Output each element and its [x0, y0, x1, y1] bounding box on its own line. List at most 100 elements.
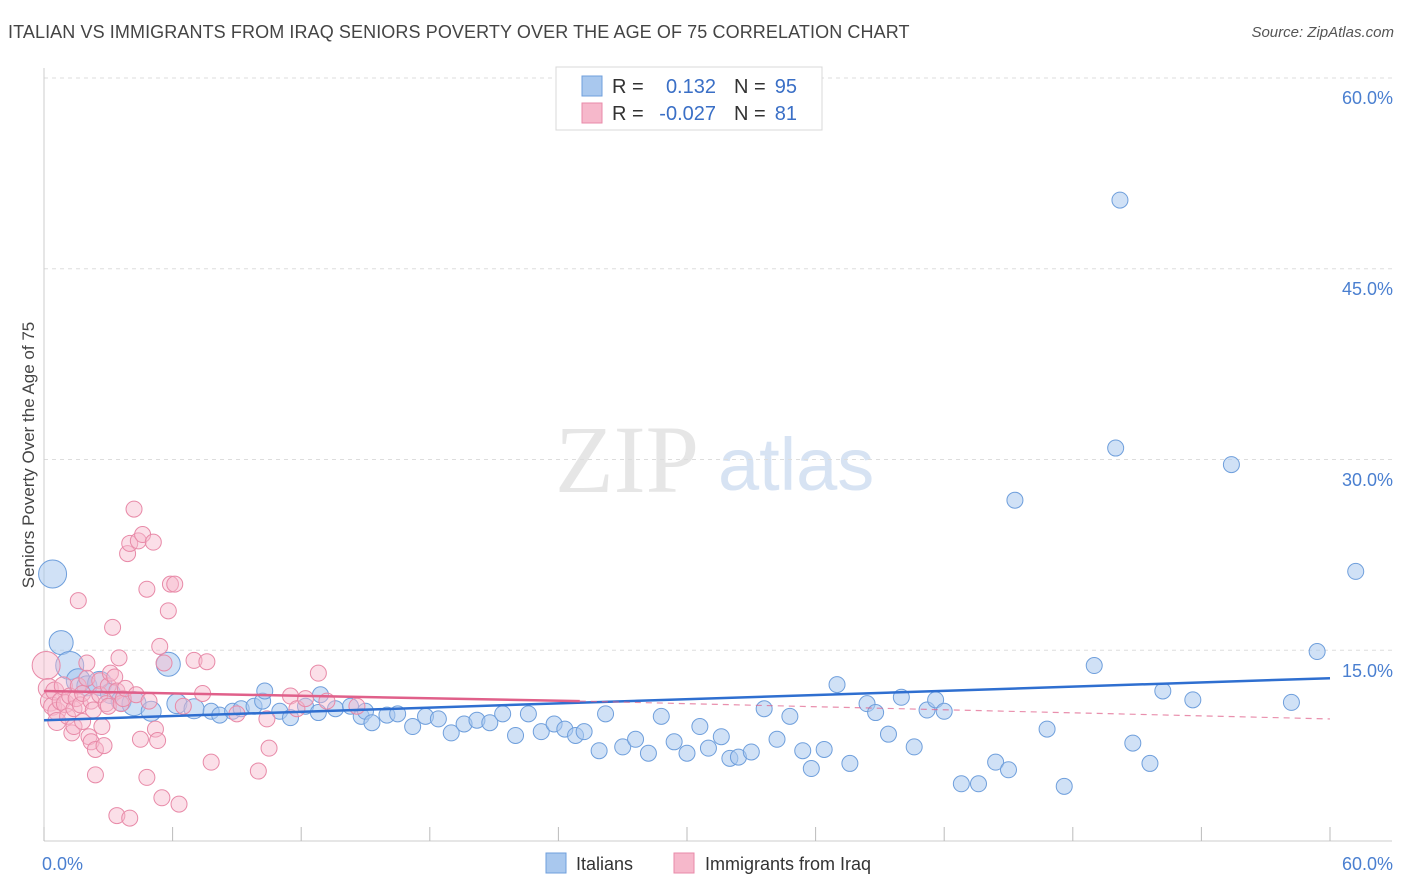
iraq-point — [309, 664, 327, 682]
x-tick-label-min: 0.0% — [42, 854, 83, 874]
iraq-point — [97, 695, 115, 713]
iraq-point — [99, 697, 117, 715]
iraq-point — [155, 654, 173, 672]
italians-point — [1124, 734, 1142, 752]
italians-point — [1111, 191, 1129, 209]
iraq-point — [99, 677, 117, 695]
iraq-trend-extension — [579, 700, 1331, 720]
iraq-point — [108, 807, 126, 825]
grid-lines — [44, 77, 1392, 651]
iraq-point — [153, 789, 171, 807]
iraq-point — [86, 766, 104, 784]
iraq-point — [131, 730, 149, 748]
legend-n-label-iraq: N = — [734, 103, 766, 125]
iraq-point — [86, 740, 104, 758]
bottom-legend-label-iraq: Immigrants from Iraq — [705, 854, 871, 874]
italians-point — [905, 738, 923, 756]
iraq-point — [144, 533, 162, 551]
iraq-point — [198, 653, 216, 671]
iraq-point — [119, 545, 137, 563]
italians-point — [507, 726, 525, 744]
bottom-legend-swatch-italians — [545, 852, 567, 874]
y-tick-label-45: 45.0% — [1342, 279, 1393, 299]
iraq-point — [161, 575, 179, 593]
iraq-trend-line — [43, 689, 580, 703]
bottom-legend-swatch-iraq — [673, 852, 695, 874]
iraq-point — [106, 668, 124, 686]
axes — [43, 68, 1392, 842]
iraq-point — [258, 710, 276, 728]
iraq-point — [110, 649, 128, 667]
iraq-point — [249, 762, 267, 780]
iraq-point — [31, 651, 61, 681]
iraq-point — [114, 690, 132, 708]
italians-point — [363, 714, 381, 732]
italians-point — [627, 730, 645, 748]
legend-n-value-italians: 95 — [775, 76, 797, 98]
legend-r-value-iraq: -0.027 — [659, 103, 716, 125]
italians-point — [712, 728, 730, 746]
legend-r-label-iraq: R = — [612, 103, 644, 125]
iraq-point — [149, 732, 167, 750]
italians-point — [1347, 562, 1365, 580]
iraq-point — [151, 637, 169, 655]
italians-point — [481, 714, 499, 732]
italians-point — [935, 702, 953, 720]
italians-point — [768, 730, 786, 748]
italians-point — [404, 718, 422, 736]
italians-point — [256, 682, 274, 700]
legend-r-label-italians: R = — [612, 76, 644, 98]
italians-point — [794, 742, 812, 760]
source-label: Source: ZipAtlas.com — [1251, 24, 1394, 41]
italians-point — [699, 739, 717, 757]
y-tick-label-15: 15.0% — [1342, 661, 1393, 681]
italians-point — [678, 744, 696, 762]
iraq-point — [121, 809, 139, 827]
italians-point — [828, 676, 846, 694]
italians-point — [1308, 643, 1326, 661]
italians-point — [867, 704, 885, 722]
italians-point — [802, 760, 820, 778]
italians-point — [519, 705, 537, 723]
italians-point — [755, 700, 773, 718]
y-tick-label-30: 30.0% — [1342, 470, 1393, 490]
iraq-point — [166, 575, 184, 593]
italians-point — [1000, 761, 1017, 779]
italians-point — [38, 559, 68, 589]
italians-point — [532, 723, 550, 741]
legend-r-value-italians: 0.132 — [666, 76, 716, 98]
italians-point — [281, 709, 299, 727]
iraq-point — [348, 697, 366, 715]
iraq-point — [185, 651, 203, 669]
iraq-point — [138, 580, 156, 598]
italians-point — [1038, 720, 1056, 738]
italians-point — [1154, 682, 1172, 700]
iraq-point — [174, 697, 192, 715]
iraq-point — [47, 711, 67, 731]
italians-point — [742, 743, 760, 761]
trend-lines — [43, 676, 1331, 722]
iraq-point — [74, 712, 92, 730]
series-legend: Italians Immigrants from Iraq — [545, 852, 871, 874]
italians-point — [429, 710, 447, 728]
iraq-point — [95, 737, 113, 755]
italians-point — [652, 707, 670, 725]
x-tick-label-max: 60.0% — [1342, 854, 1393, 874]
iraq-point — [296, 690, 314, 708]
watermark-atlas: atlas — [718, 423, 874, 506]
iraq-point — [125, 500, 143, 518]
italians-point — [1282, 693, 1300, 711]
italians-point — [1006, 491, 1024, 509]
italians-point — [1055, 777, 1073, 795]
italians-point — [575, 723, 593, 741]
italians-point — [590, 742, 608, 760]
legend-swatch-iraq — [581, 102, 603, 124]
watermark-zip: ZIP — [555, 406, 699, 513]
italians-point — [987, 753, 1005, 771]
iraq-point — [93, 718, 111, 736]
italians-point — [597, 705, 615, 723]
iraq-point — [78, 654, 96, 672]
chart-title: ITALIAN VS IMMIGRANTS FROM IRAQ SENIORS … — [8, 22, 910, 42]
y-tick-label-60: 60.0% — [1342, 88, 1393, 108]
iraq-point — [104, 618, 122, 636]
